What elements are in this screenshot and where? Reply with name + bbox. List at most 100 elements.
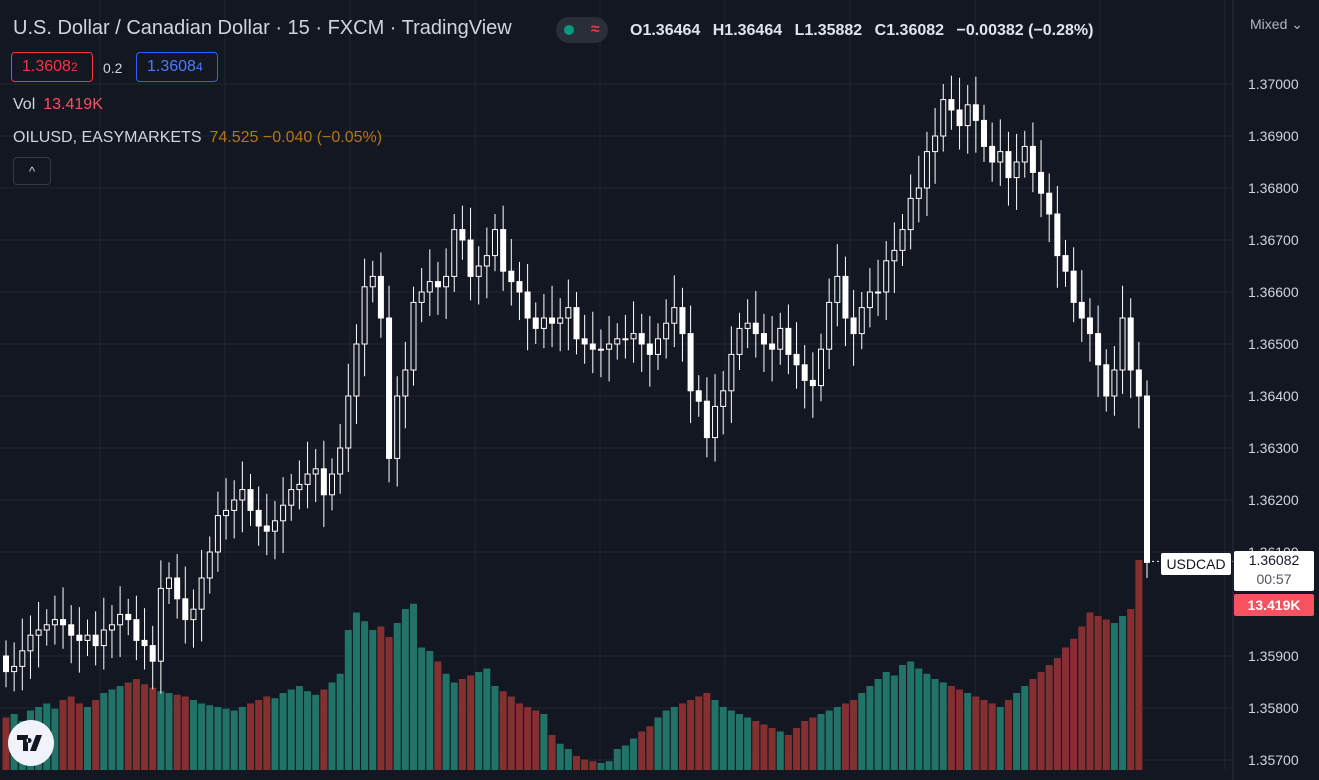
- candle-body: [597, 348, 604, 351]
- volume-bar: [1078, 626, 1086, 770]
- candle-body: [679, 307, 686, 335]
- volume-tag: 13.419K: [1234, 594, 1314, 616]
- collapse-legend-button[interactable]: ^: [13, 157, 51, 185]
- candle-body: [915, 187, 922, 199]
- volume-bar: [556, 743, 564, 770]
- candle-body: [826, 301, 833, 350]
- volume-bar: [548, 735, 556, 770]
- candle-body: [157, 587, 164, 662]
- candle-body: [532, 317, 539, 329]
- candle-body: [337, 447, 344, 475]
- candle-body: [434, 281, 441, 288]
- candle-body: [687, 333, 694, 392]
- volume-bars: [2, 560, 1143, 770]
- volume-bar: [271, 698, 279, 770]
- volume-bar: [287, 689, 295, 770]
- candle-body: [891, 249, 898, 262]
- candle-body: [736, 327, 743, 355]
- market-status[interactable]: ≈: [556, 17, 608, 43]
- axis-background: [1233, 0, 1319, 780]
- candle-body: [500, 229, 507, 272]
- volume-bar: [377, 626, 385, 770]
- volume-bar: [1062, 647, 1069, 770]
- volume-bar: [646, 726, 654, 770]
- scale-mode-label: Mixed: [1250, 16, 1288, 32]
- volume-bar: [695, 696, 703, 770]
- candle-body: [304, 473, 311, 485]
- candle-body: [426, 281, 433, 293]
- ask-pip: 4: [195, 60, 203, 74]
- spread-value: 0.2: [103, 60, 123, 76]
- price-tick-label: 1.37000: [1248, 76, 1299, 92]
- candle-body: [174, 577, 181, 600]
- candle-body: [206, 551, 213, 579]
- volume-bar: [670, 707, 678, 770]
- volume-bar: [304, 691, 312, 770]
- volume-bar: [483, 668, 491, 770]
- candle-body: [1127, 317, 1134, 371]
- candle-body: [1135, 369, 1142, 397]
- symbol-title[interactable]: U.S. Dollar / Canadian Dollar · 15 · FXC…: [13, 17, 512, 39]
- sell-button[interactable]: 1.3608 2: [11, 52, 93, 82]
- volume-bar: [564, 749, 572, 770]
- scale-mode-dropdown[interactable]: Mixed ⌄: [1250, 16, 1303, 33]
- candle-body: [907, 197, 914, 231]
- candle-body: [923, 151, 930, 189]
- volume-bar: [499, 691, 507, 770]
- volume-bar: [581, 759, 589, 770]
- candle-body: [972, 104, 979, 121]
- volume-bar: [825, 710, 833, 770]
- candle-body: [565, 307, 572, 319]
- price-tick-label: 1.36400: [1248, 388, 1299, 404]
- compare-legend[interactable]: OILUSD, EASYMARKETS 74.525 −0.040 (−0.05%…: [13, 129, 382, 147]
- price-axis[interactable]: 1.37000 1.36900 1.36800 1.36700 1.36600 1.365…: [1232, 0, 1319, 780]
- volume-bar: [988, 703, 996, 770]
- volume-bar: [947, 686, 955, 770]
- volume-bar: [157, 691, 165, 770]
- candle-body: [809, 379, 816, 387]
- candle-body: [451, 229, 458, 277]
- market-open-icon: [564, 25, 575, 35]
- candle-body: [606, 343, 613, 350]
- candle-body: [3, 655, 9, 673]
- candle-body: [549, 317, 556, 324]
- bar-countdown: 00:57: [1256, 571, 1292, 587]
- volume-bar: [230, 710, 238, 770]
- candle-body: [981, 119, 987, 147]
- volume-bar: [320, 689, 328, 770]
- candle-body: [312, 468, 319, 475]
- volume-legend[interactable]: Vol 13.419K: [13, 96, 103, 114]
- volume-bar: [841, 703, 849, 770]
- candle-body: [785, 327, 792, 355]
- candle-body: [850, 317, 857, 335]
- volume-bar: [597, 763, 605, 770]
- candle-body: [1013, 161, 1020, 179]
- candle-body: [1086, 317, 1093, 335]
- candle-body: [752, 322, 759, 335]
- volume-bar: [206, 705, 214, 770]
- candle-body: [655, 338, 661, 355]
- volume-bar: [613, 749, 621, 770]
- volume-bar: [1037, 672, 1045, 770]
- volume-bar: [141, 684, 149, 770]
- tradingview-logo-icon[interactable]: [8, 720, 54, 766]
- volume-bar: [858, 693, 866, 770]
- volume-bar: [899, 665, 906, 770]
- candle-body: [777, 327, 784, 350]
- symbol-price-tag: USDCAD: [1161, 553, 1231, 575]
- volume-bar: [817, 714, 825, 770]
- volume-bar: [344, 630, 352, 770]
- candle-body: [51, 619, 58, 626]
- volume-bar: [678, 703, 686, 770]
- volume-bar: [1127, 609, 1135, 770]
- volume-bar: [1086, 612, 1094, 770]
- candle-body: [1021, 145, 1028, 163]
- volume-bar: [450, 682, 458, 770]
- volume-bar: [630, 738, 638, 770]
- candle-body: [296, 483, 303, 491]
- volume-bar: [573, 756, 580, 770]
- buy-button[interactable]: 1.3608 4: [136, 52, 218, 82]
- candle-body: [1103, 364, 1110, 397]
- volume-bar: [1021, 686, 1029, 770]
